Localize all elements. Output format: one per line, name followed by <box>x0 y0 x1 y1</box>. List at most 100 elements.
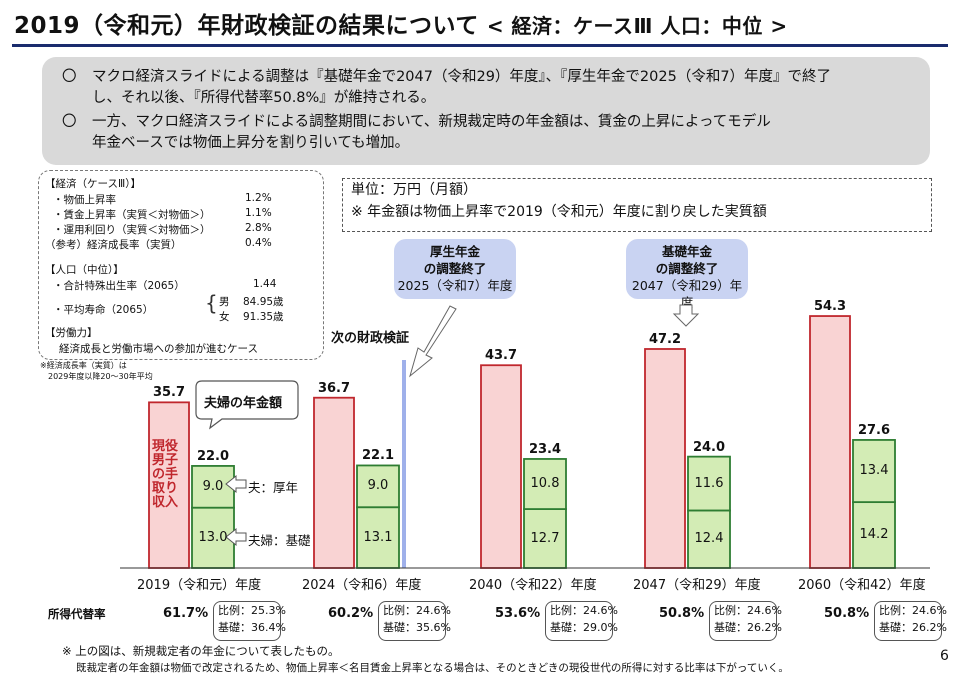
econ-value-0: 1.2% <box>245 192 272 204</box>
econ-value-3: 0.4% <box>245 237 272 249</box>
proportional-rate-2: 24.6% <box>583 604 618 617</box>
proportional-rate-1: 24.6% <box>416 604 451 617</box>
proportional-label: 比例： <box>383 604 416 617</box>
pension-total-label-0: 22.0 <box>196 448 230 464</box>
econ-label-2: ・運用利回り（実質＜対物価＞） <box>53 224 211 236</box>
kosei-bar-1 <box>356 464 400 509</box>
pop-title: 【人口（中位）】 <box>45 264 124 276</box>
unit-line-2: ※ 年金額は物価上昇率で2019（令和元）年度に割り戻した実質額 <box>351 204 767 220</box>
husband-pointer-icon <box>225 474 247 494</box>
assumptions-note: ※経済成長率（実質）は 2029年度以降20～30年平均 <box>40 360 153 382</box>
basic-label: 基礎： <box>714 621 747 634</box>
kosei-value-label-4: 13.4 <box>859 463 889 479</box>
replacement-rate-2: 53.6% <box>495 606 541 621</box>
summary-item-1-line-2: し、それ以後、『所得代替率50.8%』が維持される。 <box>92 90 436 106</box>
female-value: 91.35歳 <box>243 311 284 323</box>
proportional-rate-4: 24.6% <box>912 604 947 617</box>
basic-label: 基礎： <box>550 621 583 634</box>
labor-title: 【労働力】 <box>45 327 98 339</box>
kosei-value-label-1: 9.0 <box>367 478 389 494</box>
brace-icon: { <box>205 291 218 315</box>
replacement-breakdown-1: 比例：24.6% 基礎：35.6% <box>378 601 451 641</box>
wage-bar-3 <box>644 348 686 569</box>
x-category-label-1: 2024（令和6）年度 <box>302 578 422 593</box>
summary-item-2: 〇一方、マクロ経済スライドによる調整期間において、新規裁定時の年金額は、賃金の上… <box>62 112 922 133</box>
kiso-value-label-2: 12.7 <box>530 530 560 546</box>
kiso-callout-line-1: 基礎年金 <box>661 244 712 259</box>
x-category-label-2: 2040（令和22）年度 <box>469 578 597 593</box>
x-category-label-0: 2019（令和元）年度 <box>137 578 262 593</box>
replacement-breakdown-4: 比例：24.6% 基礎：26.2% <box>874 601 947 641</box>
couple-kiso-label: 夫婦：基礎 <box>248 533 311 548</box>
kiso-value-label-4: 14.2 <box>859 527 889 543</box>
replacement-rate-3: 50.8% <box>659 606 705 621</box>
wage-bar-4 <box>809 315 851 569</box>
basic-rate-2: 29.0% <box>583 621 618 634</box>
proportional-label: 比例： <box>714 604 747 617</box>
kosei-value-label-2: 10.8 <box>530 476 560 492</box>
female-label: 女 <box>219 311 230 323</box>
econ-value-1: 1.1% <box>245 207 272 219</box>
bullet-circle-icon: 〇 <box>62 69 77 85</box>
replacement-breakdown-2: 比例：24.6% 基礎：29.0% <box>545 601 618 641</box>
pension-total-label-1: 22.1 <box>361 448 395 464</box>
wage-bar-1 <box>313 396 355 569</box>
title-divider <box>12 44 948 47</box>
wage-value-label-1: 36.7 <box>317 380 351 396</box>
kosei-callout-line-1: 厚生年金 <box>429 244 480 259</box>
couple-pension-label: 夫婦の年金額 <box>204 396 283 411</box>
basic-label: 基礎： <box>383 621 416 634</box>
kosei-value-label-0: 9.0 <box>202 478 224 494</box>
econ-label-3: （参考）経済成長率（実質） <box>45 239 182 251</box>
kiso-value-label-3: 12.4 <box>694 531 724 547</box>
male-label: 男 <box>219 296 230 308</box>
kiso-bar-2 <box>523 508 567 569</box>
title-text: 2019（令和元）年財政検証の結果について <box>14 13 479 39</box>
page-number: 6 <box>940 648 949 664</box>
tfr-label: ・合計特殊出生率（2065） <box>53 280 185 292</box>
wage-bar-2 <box>480 364 522 569</box>
replacement-breakdown-3: 比例：24.6% 基礎：26.2% <box>709 601 782 641</box>
replacement-rate-0: 61.7% <box>163 606 209 621</box>
husband-kosei-label: 夫：厚年 <box>248 480 299 495</box>
x-category-label-3: 2047（令和29）年度 <box>633 578 761 593</box>
wage-value-label-4: 54.3 <box>813 299 847 315</box>
summary-item-2-line-2: 年金ベースでは物価上昇分を割り引いても増加。 <box>92 135 410 151</box>
kosei-bar-3 <box>687 455 731 512</box>
unit-line-1: 単位：万円（月額） <box>351 182 477 198</box>
summary-item-2-line-1: 一方、マクロ経済スライドによる調整期間において、新規裁定時の年金額は、賃金の上昇… <box>92 114 771 130</box>
econ-label-1: ・賃金上昇率（実質＜対物価＞） <box>53 209 211 221</box>
couple-pointer-icon <box>225 527 247 547</box>
title-subtitle: < 経済：ケースⅢ 人口：中位 > <box>486 14 788 38</box>
kiso-bar-4 <box>852 501 896 569</box>
basic-rate-0: 36.4% <box>251 621 286 634</box>
basic-rate-1: 35.6% <box>416 621 451 634</box>
wage-bar-0 <box>148 401 190 569</box>
kosei-bar-4 <box>852 439 896 504</box>
kiso-pointer-arrow-icon <box>672 304 700 327</box>
econ-label-0: ・物価上昇率 <box>53 194 116 206</box>
kosei-adjustment-callout: 厚生年金 の調整終了 2025（令和7）年度 <box>394 239 516 299</box>
summary-box: 〇マクロ経済スライドによる調整は『基礎年金で2047（令和29）年度』、『厚生年… <box>42 57 930 165</box>
kiso-value-label-0: 13.0 <box>198 529 228 545</box>
kosei-callout-line-2: の調整終了 <box>423 261 487 276</box>
labor-text: 経済成長と労働市場への参加が進むケース <box>59 343 258 355</box>
page-title: 2019（令和元）年財政検証の結果について < 経済：ケースⅢ 人口：中位 > <box>14 6 788 40</box>
pension-total-label-3: 24.0 <box>692 439 726 455</box>
basic-label: 基礎： <box>218 621 251 634</box>
proportional-rate-3: 24.6% <box>747 604 782 617</box>
unit-box: 単位：万円（月額） ※ 年金額は物価上昇率で2019（令和元）年度に割り戻した実… <box>342 178 932 232</box>
assumptions-note-line-1: ※経済成長率（実質）は <box>40 361 127 370</box>
active-male-income-label: 現役男子の手取り収入 <box>151 439 178 510</box>
summary-item-1: 〇マクロ経済スライドによる調整は『基礎年金で2047（令和29）年度』、『厚生年… <box>62 67 922 88</box>
wage-value-label-0: 35.7 <box>152 385 186 401</box>
kiso-value-label-1: 13.1 <box>363 529 393 545</box>
proportional-label: 比例： <box>879 604 912 617</box>
replacement-rate-4: 50.8% <box>824 606 870 621</box>
assumptions-note-line-2: 2029年度以降20～30年平均 <box>48 372 153 381</box>
pension-total-label-2: 23.4 <box>528 441 562 457</box>
male-value: 84.95歳 <box>243 296 284 308</box>
kosei-value-label-3: 11.6 <box>694 475 724 491</box>
summary-item-1-line-1: マクロ経済スライドによる調整は『基礎年金で2047（令和29）年度』、『厚生年金… <box>92 69 832 85</box>
basic-label: 基礎： <box>879 621 912 634</box>
